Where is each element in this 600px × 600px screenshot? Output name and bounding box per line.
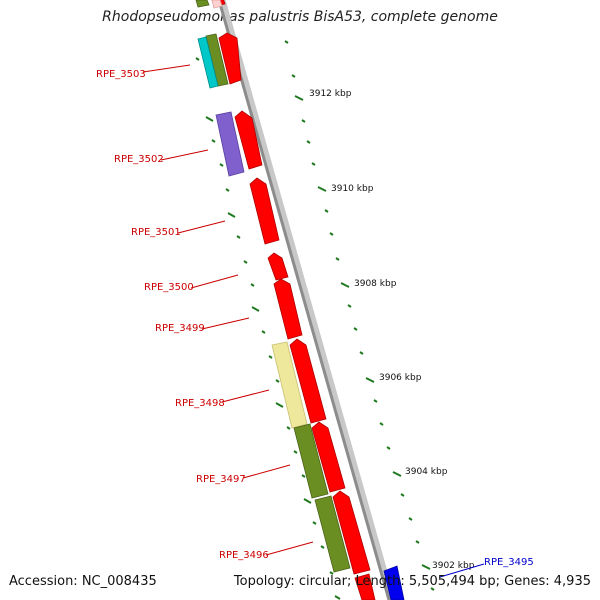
cds-segment[interactable]: [195, 0, 210, 8]
forward-cds-track: [211, 0, 376, 600]
cds-arrow[interactable]: [218, 32, 242, 85]
ruler-label: 3910 kbp: [331, 184, 374, 194]
inner-tick-track: [195, 57, 341, 600]
label-leader: [221, 389, 270, 403]
cds-segment[interactable]: [215, 111, 245, 177]
cds-segment[interactable]: [293, 423, 329, 499]
cds-arrow[interactable]: [273, 278, 303, 340]
cds-arrow[interactable]: [249, 177, 280, 245]
gene-label[interactable]: RPE_3497: [196, 474, 246, 485]
label-leader: [242, 464, 291, 479]
label-leader: [160, 149, 209, 161]
ruler-label: 3912 kbp: [309, 89, 352, 99]
cds-segment[interactable]: [211, 0, 223, 9]
gene-labels: RPE_3503 RPE_3502 RPE_3501 RPE_3500 RPE_…: [96, 64, 534, 578]
gene-label[interactable]: RPE_3499: [155, 323, 205, 334]
cds-arrow[interactable]: [234, 110, 263, 170]
cds-segment[interactable]: [314, 495, 351, 573]
backbone-line: [217, 0, 391, 600]
cds-segment[interactable]: [383, 565, 405, 600]
gene-label[interactable]: RPE_3500: [144, 282, 194, 293]
gene-label[interactable]: RPE_3502: [114, 154, 164, 165]
ruler-label: 3902 kbp: [432, 561, 475, 571]
accession-text: Accession: NC_008435: [9, 574, 157, 589]
cds-arrow[interactable]: [311, 421, 346, 493]
genome-summary-text: Topology: circular; Length: 5,505,494 bp…: [233, 574, 591, 589]
ruler-label: 3908 kbp: [354, 279, 397, 289]
label-leader: [439, 563, 485, 578]
gene-label[interactable]: RPE_3503: [96, 69, 146, 80]
cds-segment[interactable]: [271, 341, 308, 429]
label-leader: [142, 64, 191, 73]
ruler-label: 3906 kbp: [379, 373, 422, 383]
gene-label[interactable]: RPE_3495: [484, 557, 534, 568]
label-leader: [177, 220, 226, 234]
label-leader: [190, 274, 239, 289]
cds-arrow[interactable]: [332, 490, 371, 575]
label-leader: [265, 541, 314, 556]
cds-arrow[interactable]: [354, 573, 376, 600]
reverse-cds-track: [195, 0, 405, 600]
ruler-label: 3904 kbp: [405, 467, 448, 477]
cds-segment[interactable]: [197, 36, 219, 89]
map-title: Rhodopseudomonas palustris BisA53, compl…: [102, 9, 498, 25]
ruler-labels: 3912 kbp 3910 kbp 3908 kbp 3906 kbp 3904…: [309, 89, 475, 571]
cds-arrow[interactable]: [267, 252, 289, 281]
gene-label[interactable]: RPE_3498: [175, 398, 225, 409]
cds-arrow[interactable]: [289, 338, 327, 424]
gene-label[interactable]: RPE_3496: [219, 550, 269, 561]
gene-label[interactable]: RPE_3501: [131, 227, 181, 238]
backbone-shadow: [218, 0, 396, 600]
label-leader: [201, 317, 250, 330]
outer-tick-track: [284, 40, 435, 591]
